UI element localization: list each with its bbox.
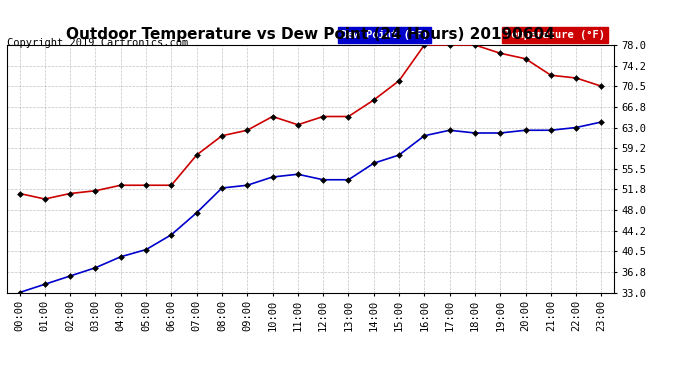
Text: Dew Point (°F): Dew Point (°F) — [341, 30, 428, 40]
Title: Outdoor Temperature vs Dew Point (24 Hours) 20190604: Outdoor Temperature vs Dew Point (24 Hou… — [66, 27, 555, 42]
Text: Temperature (°F): Temperature (°F) — [505, 30, 605, 40]
Text: Copyright 2019 Cartronics.com: Copyright 2019 Cartronics.com — [7, 38, 188, 48]
